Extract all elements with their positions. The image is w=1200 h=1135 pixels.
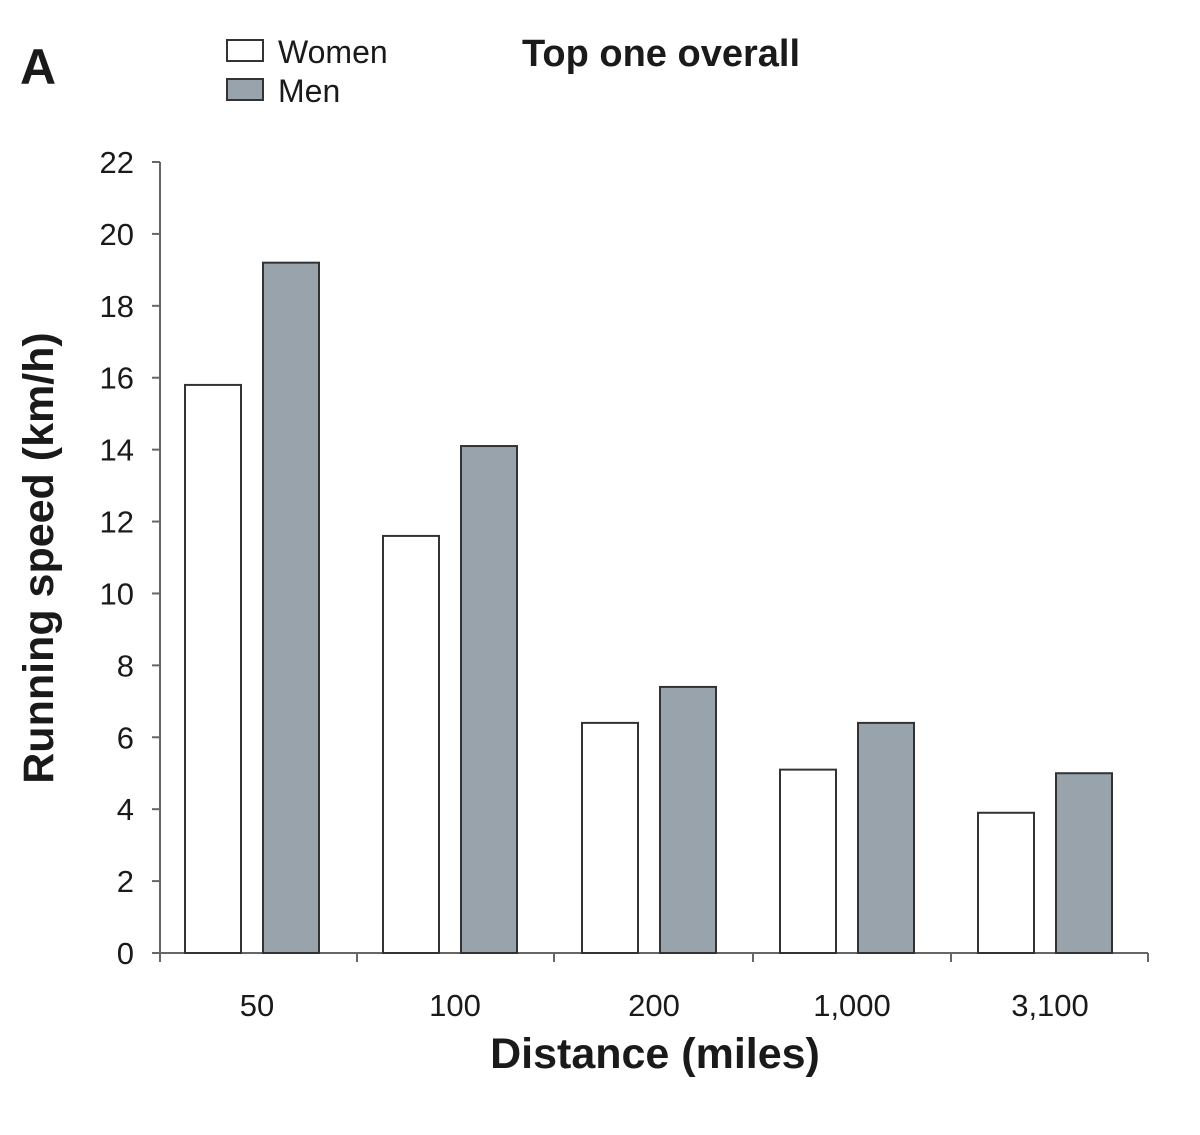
bar-men xyxy=(857,721,915,955)
y-tick-label: 8 xyxy=(117,648,134,683)
bar-men xyxy=(262,261,320,954)
legend-label-men: Men xyxy=(278,73,340,109)
x-tick-label: 1,000 xyxy=(813,988,891,1023)
y-tick-label: 20 xyxy=(100,217,134,252)
bar-women xyxy=(779,768,837,955)
y-tick-label: 2 xyxy=(117,864,134,899)
x-tick-label: 50 xyxy=(240,988,274,1023)
legend-swatch-men xyxy=(226,78,264,101)
bar-women xyxy=(184,383,242,955)
chart-title: Top one overall xyxy=(522,33,800,75)
y-tick-label: 10 xyxy=(100,576,134,611)
y-tick-label: 16 xyxy=(100,361,134,396)
bar-women xyxy=(581,721,639,955)
bar-women xyxy=(382,534,440,954)
legend-label-women: Women xyxy=(278,34,388,70)
y-tick-label: 22 xyxy=(100,145,134,180)
x-axis-title: Distance (miles) xyxy=(490,1030,820,1078)
bar-men xyxy=(460,445,518,954)
x-axis-ticks: 50 100 200 1,000 3,100 xyxy=(159,953,1149,1023)
legend-swatch-women xyxy=(226,39,264,62)
legend: Women Men xyxy=(226,34,388,109)
x-tick-label: 100 xyxy=(429,988,481,1023)
y-axis: 0 2 4 6 8 10 12 14 16 18 20 22 Running speed (km/h) xyxy=(15,145,161,971)
x-axis: 50 100 200 1,000 3,100 Distance (miles) xyxy=(154,952,1149,1078)
y-axis-ticks: 0 2 4 6 8 10 12 14 16 18 20 22 xyxy=(100,145,160,971)
bars xyxy=(184,261,1113,955)
y-tick-label: 4 xyxy=(117,792,134,827)
panel-label: A xyxy=(20,39,56,95)
x-tick-label: 3,100 xyxy=(1011,988,1089,1023)
bar-men xyxy=(659,685,717,954)
bar-men xyxy=(1055,772,1113,955)
y-tick-label: 12 xyxy=(100,505,134,540)
x-tick-label: 200 xyxy=(628,988,680,1023)
bar-women xyxy=(977,811,1035,955)
y-tick-label: 6 xyxy=(117,720,134,755)
y-tick-label: 18 xyxy=(100,289,134,324)
y-tick-label: 0 xyxy=(117,936,134,971)
y-tick-label: 14 xyxy=(100,433,134,468)
y-axis-title: Running speed (km/h) xyxy=(15,332,63,784)
